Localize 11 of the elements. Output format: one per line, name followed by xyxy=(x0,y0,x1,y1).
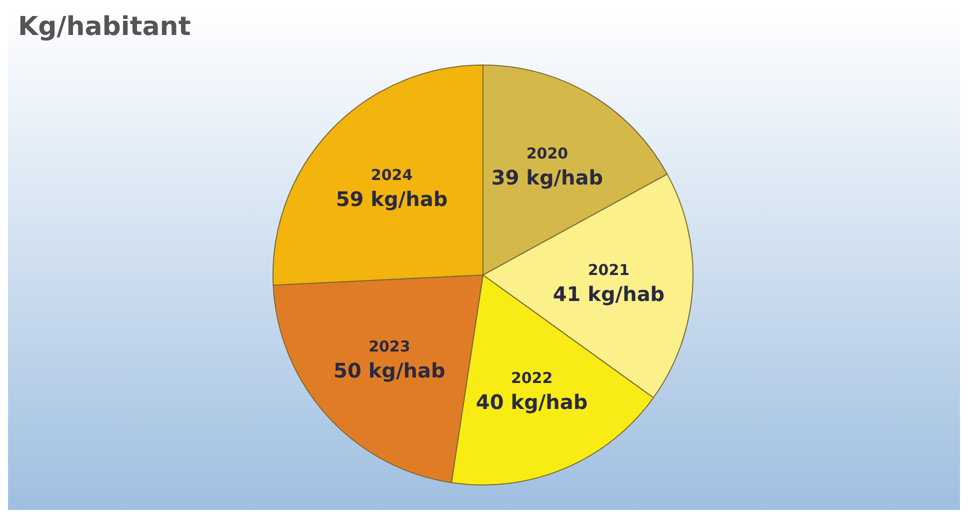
chart-title: Kg/habitant xyxy=(17,11,192,44)
slice-label: 2021 xyxy=(588,260,630,279)
slice-label: 2024 xyxy=(370,166,413,184)
slice-label: 2023 xyxy=(368,337,410,356)
slice-label: 2022 xyxy=(510,369,553,388)
data-label: 39 kg/hab xyxy=(491,166,604,190)
data-label: 59 kg/hab xyxy=(336,187,448,212)
data-label: 50 kg/hab xyxy=(334,358,446,382)
slice-label: 2020 xyxy=(526,144,568,163)
data-label: 40 kg/hab xyxy=(476,390,588,414)
data-label: 41 kg/hab xyxy=(552,282,665,306)
